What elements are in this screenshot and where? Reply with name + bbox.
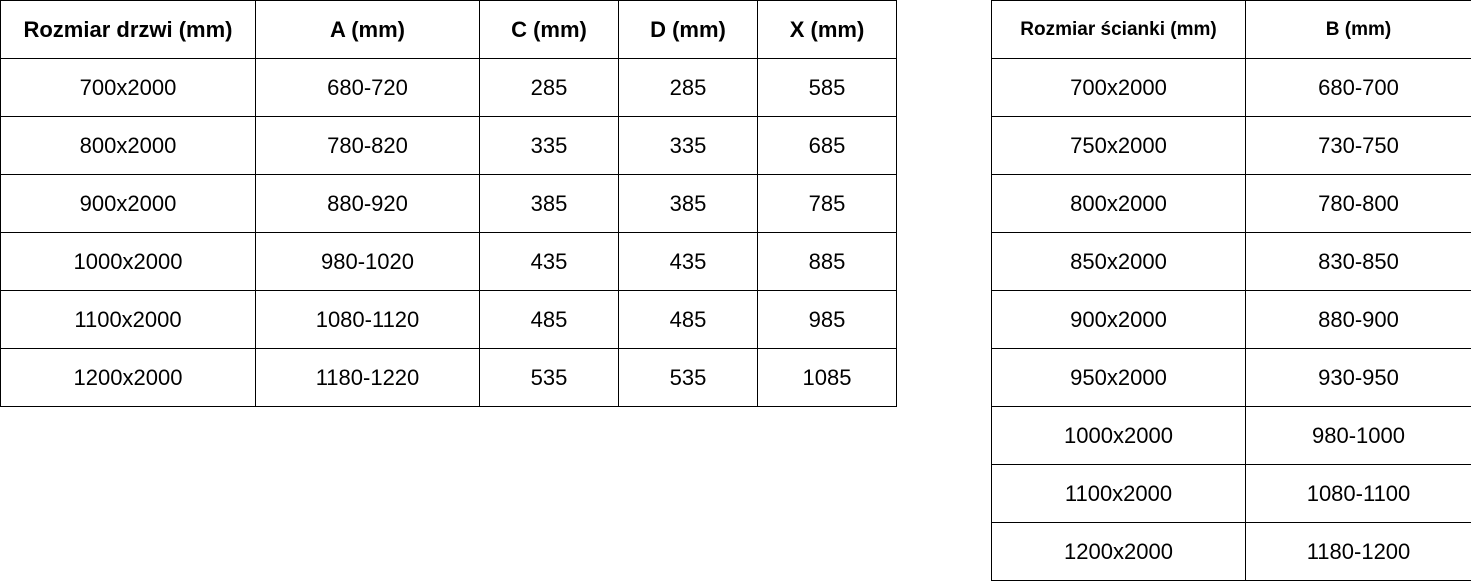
table-cell: 1100x2000	[991, 464, 1246, 523]
table-row: 1100x2000 1080-1100	[991, 464, 1471, 523]
table-row: 950x2000 930-950	[991, 348, 1471, 407]
table-cell: 780-800	[1245, 174, 1471, 233]
table-cell: 335	[479, 116, 619, 175]
table-cell: 680-720	[255, 58, 480, 117]
column-header: A (mm)	[255, 0, 480, 59]
table-cell: 485	[479, 290, 619, 349]
table-header-row: Rozmiar drzwi (mm) A (mm) C (mm) D (mm) X (m…	[0, 0, 897, 59]
table-cell: 980-1000	[1245, 406, 1471, 465]
table-cell: 435	[479, 232, 619, 291]
table-row: 900x2000 880-900	[991, 290, 1471, 349]
table-cell: 585	[757, 58, 897, 117]
table-cell: 435	[618, 232, 758, 291]
table-cell: 730-750	[1245, 116, 1471, 175]
table-cell: 385	[479, 174, 619, 233]
table-row: 700x2000 680-720 285 285 585	[0, 58, 897, 117]
column-header: C (mm)	[479, 0, 619, 59]
table-cell: 800x2000	[991, 174, 1246, 233]
table-cell: 1200x2000	[991, 522, 1246, 581]
table-cell: 900x2000	[0, 174, 256, 233]
table-cell: 850x2000	[991, 232, 1246, 291]
table-cell: 535	[479, 348, 619, 407]
table-cell: 1180-1220	[255, 348, 480, 407]
column-header: Rozmiar drzwi (mm)	[0, 0, 256, 59]
table-row: 800x2000 780-800	[991, 174, 1471, 233]
table-cell: 1100x2000	[0, 290, 256, 349]
table-cell: 700x2000	[991, 58, 1246, 117]
table-cell: 1000x2000	[991, 406, 1246, 465]
table-cell: 885	[757, 232, 897, 291]
table-cell: 750x2000	[991, 116, 1246, 175]
table-cell: 485	[618, 290, 758, 349]
table-cell: 830-850	[1245, 232, 1471, 291]
table-cell: 1080-1100	[1245, 464, 1471, 523]
table-cell: 930-950	[1245, 348, 1471, 407]
table-cell: 1085	[757, 348, 897, 407]
column-header: Rozmiar ścianki (mm)	[991, 0, 1246, 59]
wall-size-table: Rozmiar ścianki (mm) B (mm) 700x2000 680-7…	[991, 0, 1471, 581]
table-cell: 335	[618, 116, 758, 175]
table-cell: 685	[757, 116, 897, 175]
table-cell: 285	[618, 58, 758, 117]
table-row: 1200x2000 1180-1220 535 535 1085	[0, 348, 897, 407]
table-cell: 985	[757, 290, 897, 349]
table-cell: 880-900	[1245, 290, 1471, 349]
table-cell: 980-1020	[255, 232, 480, 291]
table-cell: 285	[479, 58, 619, 117]
table-cell: 1200x2000	[0, 348, 256, 407]
table-cell: 535	[618, 348, 758, 407]
table-cell: 680-700	[1245, 58, 1471, 117]
table-row: 750x2000 730-750	[991, 116, 1471, 175]
table-row: 1100x2000 1080-1120 485 485 985	[0, 290, 897, 349]
table-row: 900x2000 880-920 385 385 785	[0, 174, 897, 233]
table-row: 1000x2000 980-1000	[991, 406, 1471, 465]
table-cell: 700x2000	[0, 58, 256, 117]
column-header: D (mm)	[618, 0, 758, 59]
table-cell: 1080-1120	[255, 290, 480, 349]
table-cell: 950x2000	[991, 348, 1246, 407]
table-row: 700x2000 680-700	[991, 58, 1471, 117]
table-cell: 900x2000	[991, 290, 1246, 349]
table-header-row: Rozmiar ścianki (mm) B (mm)	[991, 0, 1471, 59]
column-header: B (mm)	[1245, 0, 1471, 59]
table-row: 800x2000 780-820 335 335 685	[0, 116, 897, 175]
table-row: 1000x2000 980-1020 435 435 885	[0, 232, 897, 291]
table-row: 850x2000 830-850	[991, 232, 1471, 291]
table-cell: 1180-1200	[1245, 522, 1471, 581]
table-row: 1200x2000 1180-1200	[991, 522, 1471, 581]
table-cell: 880-920	[255, 174, 480, 233]
door-size-table: Rozmiar drzwi (mm) A (mm) C (mm) D (mm) X (m…	[0, 0, 897, 407]
column-header: X (mm)	[757, 0, 897, 59]
table-cell: 385	[618, 174, 758, 233]
table-cell: 780-820	[255, 116, 480, 175]
table-cell: 785	[757, 174, 897, 233]
table-cell: 800x2000	[0, 116, 256, 175]
table-cell: 1000x2000	[0, 232, 256, 291]
